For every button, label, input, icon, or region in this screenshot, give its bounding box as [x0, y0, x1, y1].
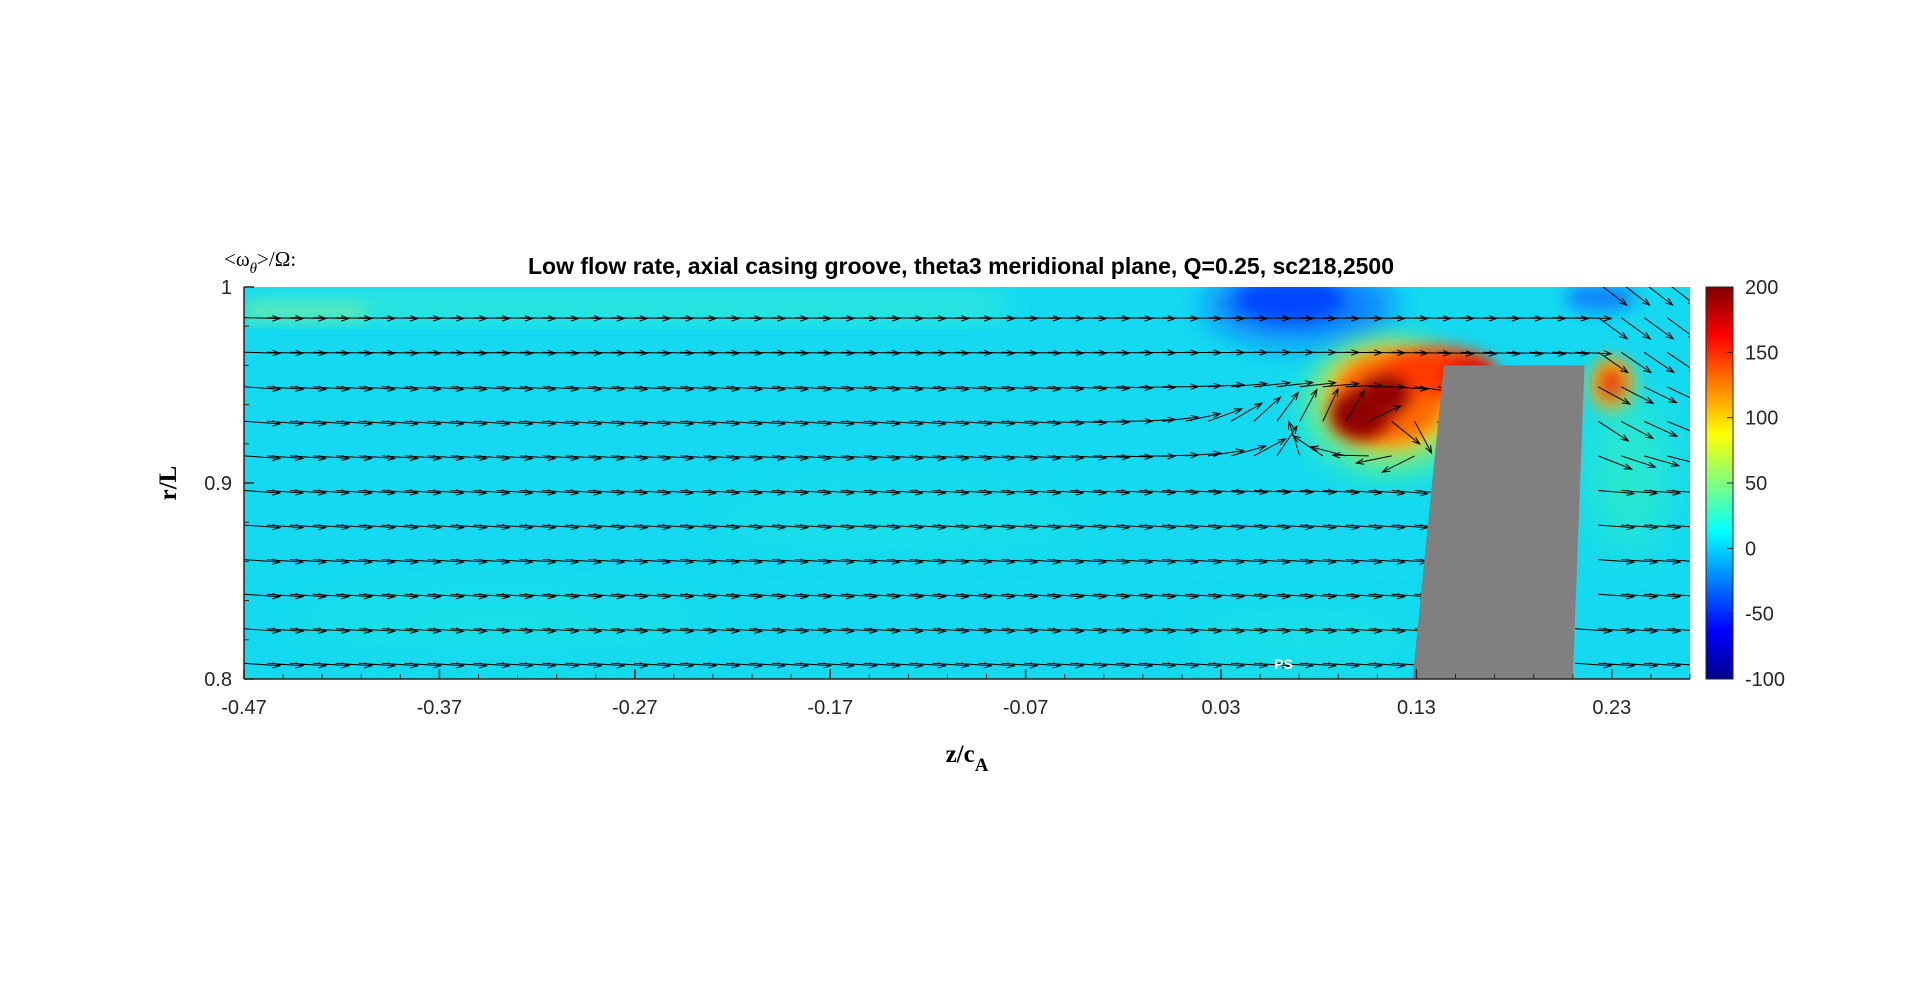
colorbar-tick-label: 50: [1745, 473, 1767, 495]
x-tick-label: 0.03: [1202, 697, 1241, 719]
axes: -0.47 -0.37 -0.27 -0.17 -0.07 0.03 0.13 0.23 0.…: [204, 277, 1691, 719]
x-axis-label: z/cA: [946, 741, 989, 776]
x-tick-label: -0.37: [417, 697, 463, 719]
y-tick-label: 0.8: [204, 669, 232, 691]
y-ticks: 0.8 0.9 1: [204, 277, 254, 691]
y-tick-label: 0.9: [204, 473, 232, 495]
colorbar-tick-label: 200: [1745, 277, 1778, 299]
vector-arrows: [244, 287, 1690, 669]
x-ticks: -0.47 -0.37 -0.27 -0.17 -0.07 0.03 0.13 0.23: [221, 669, 1691, 719]
colorbar-tick-label: -50: [1745, 604, 1774, 626]
colorbar-title: <ωθ>/Ω:: [224, 247, 296, 277]
velocity-vectors: [244, 287, 1690, 669]
x-tick-label: 0.23: [1592, 697, 1631, 719]
colorbar-tick-label: -100: [1745, 669, 1785, 691]
colorbar-tick-label: 0: [1745, 538, 1756, 560]
blade-shape: [1412, 365, 1585, 679]
chart-title: Low flow rate, axial casing groove, thet…: [528, 253, 1394, 279]
y-tick-label: 1: [221, 277, 232, 299]
ps-annotation: PS: [1274, 656, 1293, 672]
colorbar-tick-label: 150: [1745, 342, 1778, 364]
x-tick-label: -0.47: [221, 697, 267, 719]
x-tick-label: -0.17: [807, 697, 853, 719]
colorbar: 200 150 100 50 0 -50 -100: [1705, 277, 1785, 691]
colorbar-ticks: 200 150 100 50 0 -50 -100: [1727, 277, 1785, 691]
x-tick-label: -0.07: [1003, 697, 1049, 719]
x-tick-label: 0.13: [1397, 697, 1436, 719]
x-tick-label: -0.27: [612, 697, 658, 719]
contour-plot-area: PS: [244, 287, 1690, 679]
colorbar-tick-label: 100: [1745, 408, 1778, 430]
y-axis-label: r/L: [155, 466, 182, 501]
